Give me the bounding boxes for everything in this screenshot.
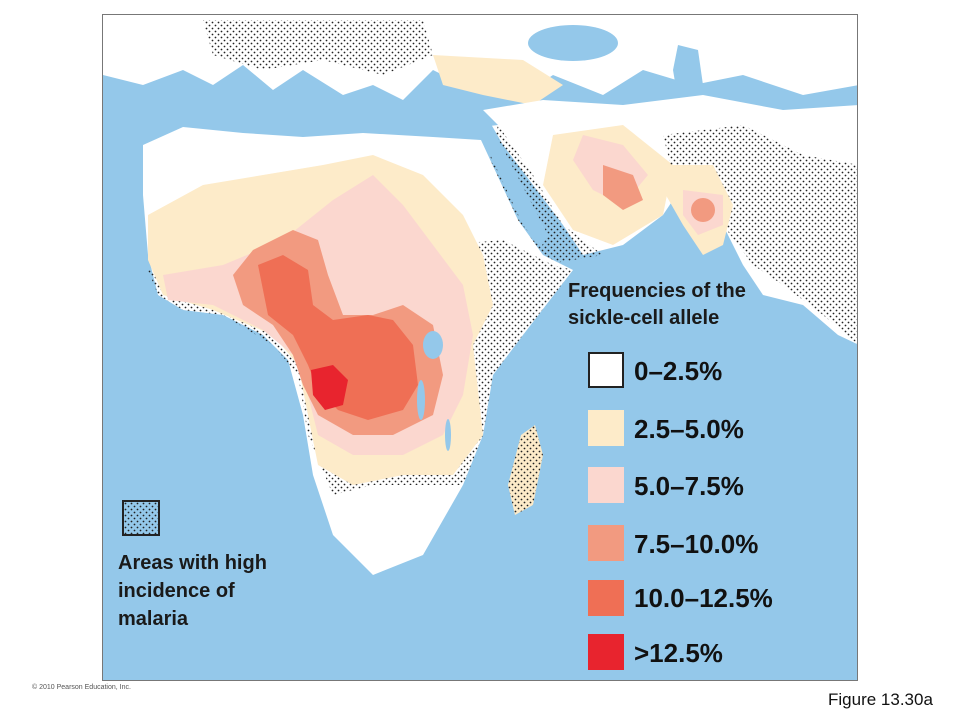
africa-band-10-12-5: [258, 255, 418, 420]
legend-label-4: 10.0–12.5%: [634, 583, 773, 613]
caspian-sea: [673, 45, 703, 110]
figure-label: Figure 13.30a: [828, 690, 933, 709]
arabia-malaria-stipple: [488, 125, 603, 265]
india-orange-spot: [691, 198, 715, 222]
mediterranean-sea: [163, 85, 498, 133]
malaria-legend-line2: incidence of: [118, 580, 235, 602]
malaria-legend-line1: Areas with high: [118, 552, 267, 574]
legend-swatch-2: [588, 467, 624, 503]
copyright-notice: © 2010 Pearson Education, Inc.: [32, 684, 131, 691]
lake-malawi: [445, 419, 451, 451]
malaria-legend-label: Areas with high incidence of malaria: [118, 549, 267, 633]
legend-swatch-5: [588, 634, 624, 670]
legend-label-2: 5.0–7.5%: [634, 471, 744, 501]
africa-map: [103, 15, 857, 575]
madagascar-stipple: [508, 425, 543, 515]
legend-swatch-3: [588, 525, 624, 561]
malaria-stipple-swatch: [122, 500, 160, 536]
lake-tanganyika: [417, 380, 425, 420]
arabia-orange-band: [603, 165, 643, 210]
legend-label-1: 2.5–5.0%: [634, 414, 744, 444]
legend-title-line1: Frequencies of the: [568, 280, 746, 302]
malaria-legend-line3: malaria: [118, 608, 189, 630]
legend-swatch-1: [588, 410, 624, 446]
red-sea: [481, 133, 548, 247]
africa-band-over-12-5: [311, 365, 348, 410]
legend-label-0: 0–2.5%: [634, 356, 723, 386]
europe-light-band: [433, 55, 563, 105]
legend-title-line2: sickle-cell allele: [568, 307, 720, 329]
map-frame: [102, 14, 858, 681]
legend-label-3: 7.5–10.0%: [634, 529, 759, 559]
legend-swatch-0: [588, 352, 624, 388]
black-sea: [528, 25, 618, 61]
legend-title: Frequencies of the sickle-cell allele: [568, 278, 746, 332]
europe-malaria-stipple: [203, 20, 433, 75]
legend-label-5: >12.5%: [634, 638, 723, 668]
stipple-swatch-icon: [124, 502, 158, 534]
legend-swatch-4: [588, 580, 624, 616]
lake-victoria: [423, 331, 443, 359]
